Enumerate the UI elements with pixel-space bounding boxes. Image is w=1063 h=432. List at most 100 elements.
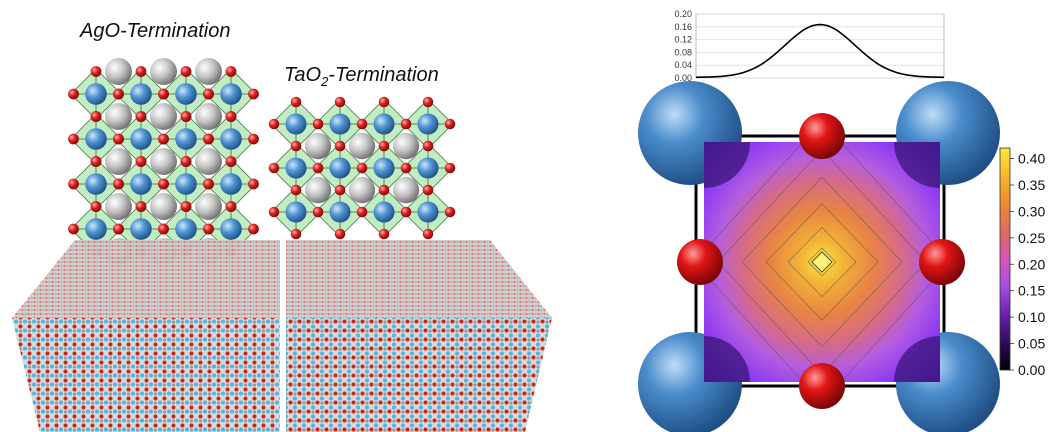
tao2-o-atom [422,96,434,108]
tao2-label-tail: -Termination [328,64,439,86]
tao2-o-atom [378,140,390,152]
colorbar-tick-label: 0.20 [1018,256,1045,272]
colorbar-tick-label: 0.05 [1018,336,1045,352]
ago-ta-atom [220,128,242,150]
profile-y-ticks: 0.20 0.16 0.12 0.08 0.04 0.00 [674,9,692,83]
ago-ag-atom [195,193,222,220]
profile-plot: 0.20 0.16 0.12 0.08 0.04 0.00 [674,9,945,83]
ago-ta-atom [85,218,107,240]
ago-o-atom [248,223,259,235]
tao2-o-atom [268,162,280,174]
density-corner-tr [894,142,940,188]
profile-y-tick-label: 0.12 [674,35,692,45]
ago-ag-atom [150,103,177,130]
ago-o-atom [90,111,102,122]
tao2-label-main: TaO [284,64,322,86]
ago-ag-atom [105,58,132,85]
ago-o-atom [248,88,259,100]
tao2-termination-structure [268,96,456,240]
density-peak [811,251,833,273]
ago-o-atom [225,201,237,212]
ago-ta-atom [175,128,197,150]
ago-ag-atom [105,193,132,220]
tao2-ag-atom [304,176,332,204]
ago-o-atom [90,201,102,212]
profile-y-tick-label: 0.04 [674,60,692,70]
ago-o-atom [68,133,79,145]
ago-o-atom [68,88,79,100]
colorbar-tick-label: 0.15 [1018,283,1045,299]
right-panel: 0.20 0.16 0.12 0.08 0.04 0.00 0.40 0.35 0.3 [600,0,1063,432]
ago-ag-atom [195,148,222,175]
density-corner-tl [704,142,750,188]
colorbar-tick-label: 0.25 [1018,230,1045,246]
left-panel: AgO-Termination TaO2-Termination [12,20,552,432]
ago-o-atom [135,201,147,212]
ago-ta-atom [130,218,152,240]
density-contour [741,176,903,348]
ago-ta-atom [175,83,197,105]
ago-o-atom [135,156,147,167]
tao2-o-atom [422,140,434,152]
ago-o-atom [225,156,237,167]
ago-o-atom [113,178,124,190]
tao2-ta-atom [285,113,307,135]
ago-o-atom [90,66,102,77]
ago-o-atom [248,178,259,190]
slab-models [12,240,552,432]
density-contour [807,247,837,277]
ago-ag-atom [150,193,177,220]
ago-ag-atom [195,103,222,130]
ago-ta-atom [220,218,242,240]
ago-o-atom [158,178,169,190]
tao2-o-atom [268,206,280,218]
o-atom-bottom [799,363,845,409]
colorbar-tick-label: 0.10 [1018,309,1045,325]
tao2-o-atom [356,118,368,130]
tao2-termination-label: TaO2-Termination [284,64,439,89]
ago-ta-atom [85,173,107,195]
tao2-ta-atom [329,157,351,179]
tao2-o-atom [400,162,412,174]
profile-y-tick-label: 0.20 [674,9,692,19]
profile-y-tick-label: 0.08 [674,47,692,57]
profile-plot-frame [695,13,945,79]
tao2-o-atom [400,206,412,218]
tao2-ta-atom [417,157,439,179]
tao2-label-sub: 2 [321,74,329,89]
tao2-o-atom [378,96,390,108]
tao2-o-atom [290,96,302,108]
tao2-ag-atom [304,132,332,160]
ago-o-atom [203,88,214,100]
ago-o-atom [68,178,79,190]
density-corner-bl [704,336,750,382]
tao2-o-atom [444,162,456,174]
tao2-o-atom [356,162,368,174]
tao2-o-atom [400,118,412,130]
ago-ta-atom [175,218,197,240]
ago-o-atom [248,133,259,145]
density-corner-br [894,336,940,382]
ago-ta-atom [85,128,107,150]
tao2-o-atom [290,228,302,240]
ago-o-atom [225,111,237,122]
ago-o-atom [203,178,214,190]
ago-o-atom [135,111,147,122]
ago-o-atom [180,66,192,77]
tao2-ta-atom [417,113,439,135]
o-atom-left [677,239,723,285]
ago-ag-atom [105,103,132,130]
ago-ta-atom [220,173,242,195]
tao2-slab-top [286,240,552,318]
tao2-o-atom [334,96,346,108]
colorbar-tick-label: 0.40 [1018,151,1045,167]
tao2-ag-atom [392,176,420,204]
tao2-o-atom [312,162,324,174]
tao2-ta-atom [329,201,351,223]
tao2-o-atom [334,184,346,196]
tao2-o-atom [378,184,390,196]
ago-ta-atom [130,83,152,105]
colorbar-tick-label: 0.00 [1018,362,1045,378]
colorbar-gradient [999,147,1011,371]
o-atom-top [799,113,845,159]
